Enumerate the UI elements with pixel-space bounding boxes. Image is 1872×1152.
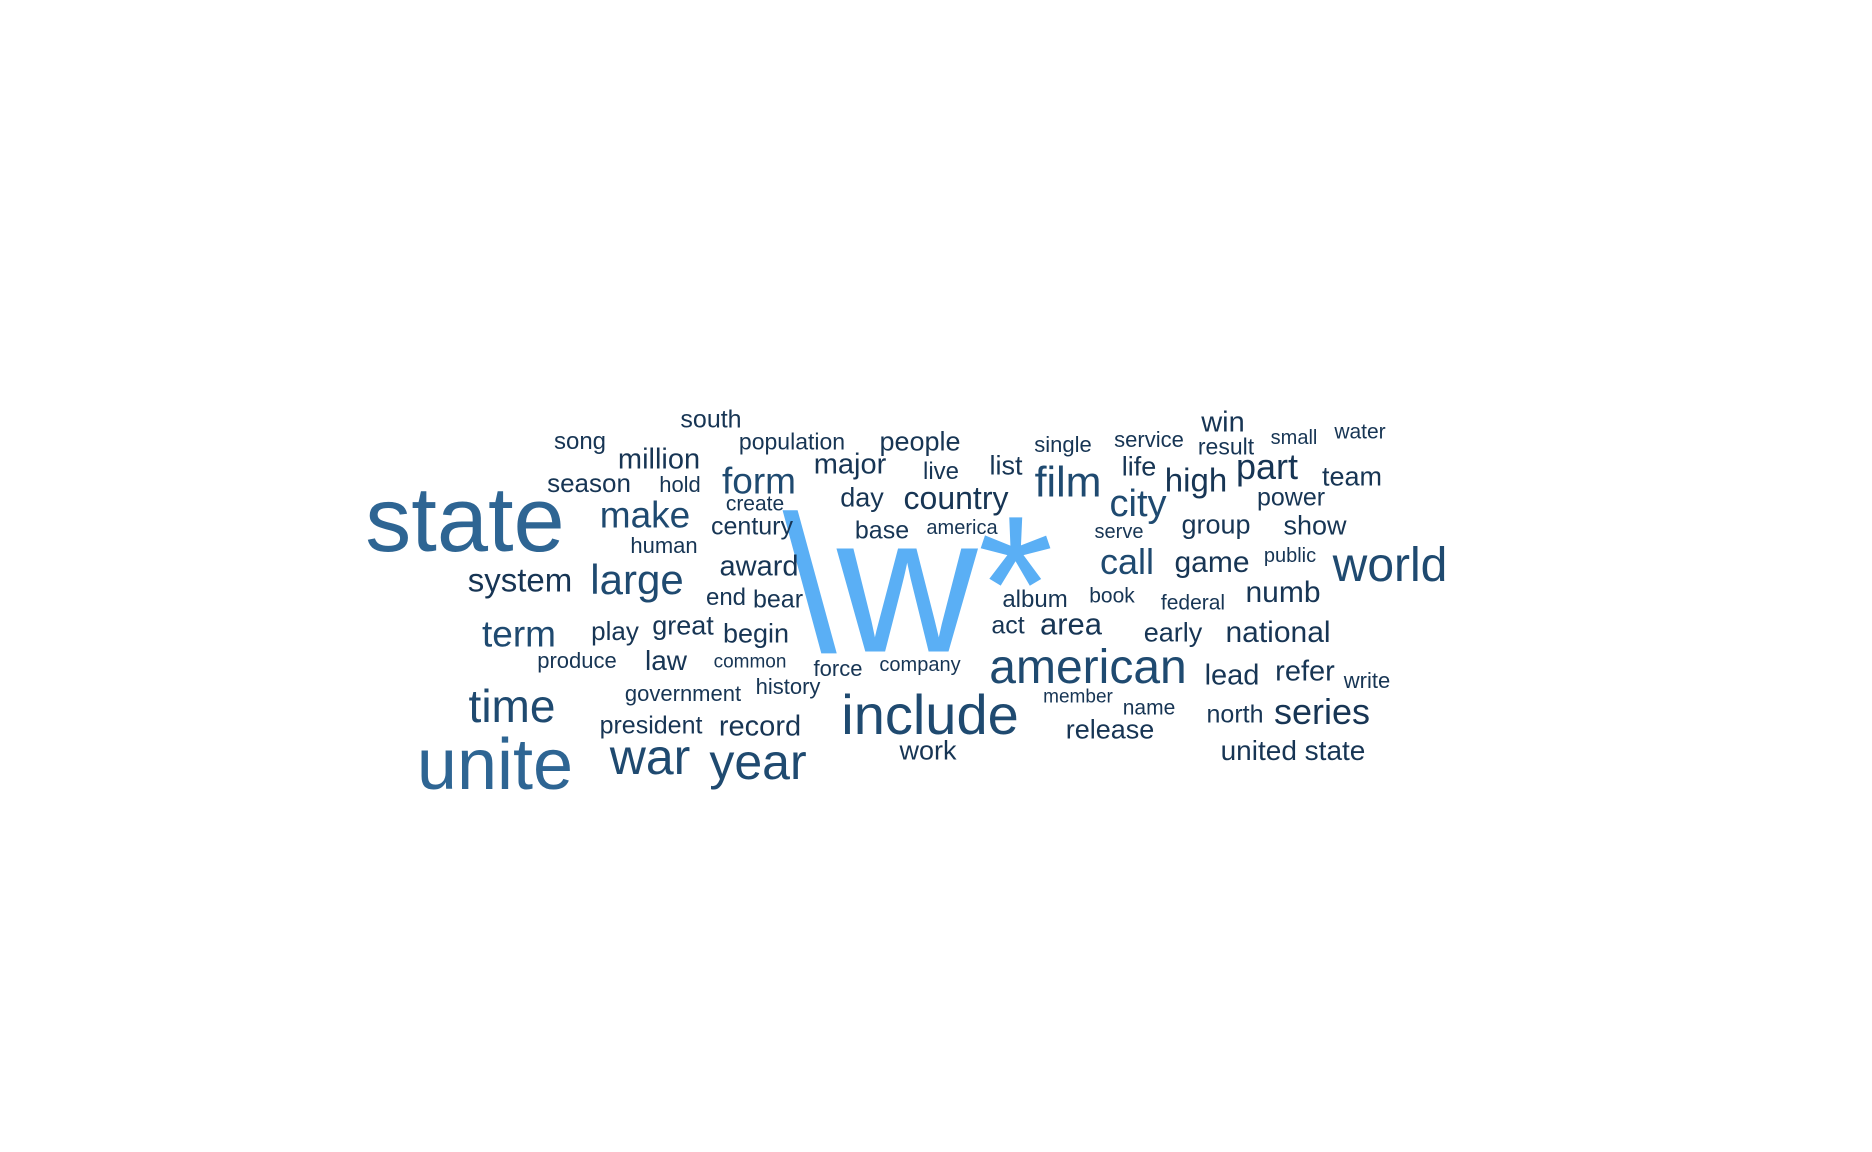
word: federal — [1160, 591, 1226, 615]
word: record — [718, 710, 802, 743]
word: history — [755, 674, 821, 699]
word: government — [624, 681, 742, 706]
word: serve — [1094, 521, 1144, 543]
word: company — [879, 654, 961, 676]
word: single — [1034, 432, 1092, 457]
word: member — [1043, 686, 1113, 708]
word: show — [1283, 510, 1347, 541]
word: \w* — [782, 475, 1054, 694]
word: work — [899, 735, 957, 766]
word: base — [854, 516, 910, 545]
word: area — [1039, 606, 1103, 642]
word: result — [1197, 433, 1255, 460]
word: act — [991, 611, 1025, 640]
word: early — [1143, 617, 1203, 648]
word: list — [989, 450, 1023, 481]
word: book — [1089, 584, 1135, 608]
word: group — [1181, 509, 1251, 540]
word: produce — [537, 648, 617, 673]
word: make — [599, 494, 691, 536]
word: bear — [752, 585, 804, 614]
word: state — [365, 469, 565, 571]
word: service — [1114, 427, 1184, 452]
word: refer — [1275, 655, 1335, 688]
word: country — [903, 480, 1009, 516]
word: hold — [659, 472, 701, 497]
word: play — [591, 616, 639, 646]
word: create — [725, 492, 785, 516]
word: form — [722, 460, 796, 502]
word: national — [1225, 616, 1331, 649]
word: call — [1099, 541, 1155, 582]
word: million — [617, 443, 701, 476]
word: game — [1174, 546, 1250, 579]
word: live — [922, 458, 960, 485]
word: term — [482, 613, 556, 655]
word: war — [609, 729, 691, 785]
word: numb — [1245, 576, 1321, 609]
word: high — [1164, 461, 1228, 499]
word: united state — [1220, 735, 1366, 766]
word: north — [1206, 700, 1264, 729]
word: include — [841, 683, 1019, 746]
word: begin — [722, 618, 790, 649]
word: city — [1109, 483, 1167, 525]
word: season — [547, 468, 631, 498]
word: major — [813, 448, 887, 481]
word: century — [711, 512, 793, 541]
word: end — [705, 584, 747, 611]
word: award — [719, 550, 799, 583]
word: part — [1235, 446, 1299, 487]
word: lead — [1204, 659, 1260, 692]
word: population — [738, 428, 846, 455]
word: america — [926, 517, 998, 539]
word: name — [1122, 696, 1176, 720]
word: team — [1321, 461, 1383, 492]
word: album — [1002, 586, 1068, 613]
word: law — [644, 645, 688, 676]
word: system — [467, 561, 573, 599]
word: human — [630, 533, 698, 558]
word: film — [1034, 458, 1102, 507]
word: year — [709, 734, 807, 790]
word: water — [1334, 420, 1386, 444]
word: unite — [416, 725, 574, 805]
word: power — [1256, 483, 1326, 512]
word: day — [840, 482, 884, 513]
word: world — [1332, 539, 1448, 592]
word: time — [468, 680, 556, 732]
word: life — [1121, 451, 1157, 482]
word: south — [680, 405, 742, 434]
word: people — [879, 426, 961, 457]
word: large — [590, 556, 684, 603]
word: american — [989, 641, 1187, 694]
word: song — [553, 428, 607, 455]
word: write — [1343, 668, 1391, 693]
word: small — [1270, 427, 1318, 449]
word: force — [813, 656, 863, 681]
word: common — [713, 651, 787, 673]
word: great — [652, 610, 714, 641]
word: series — [1273, 691, 1371, 732]
word: public — [1263, 545, 1317, 567]
word: president — [599, 711, 703, 740]
word: win — [1201, 406, 1245, 439]
word: release — [1065, 714, 1155, 745]
